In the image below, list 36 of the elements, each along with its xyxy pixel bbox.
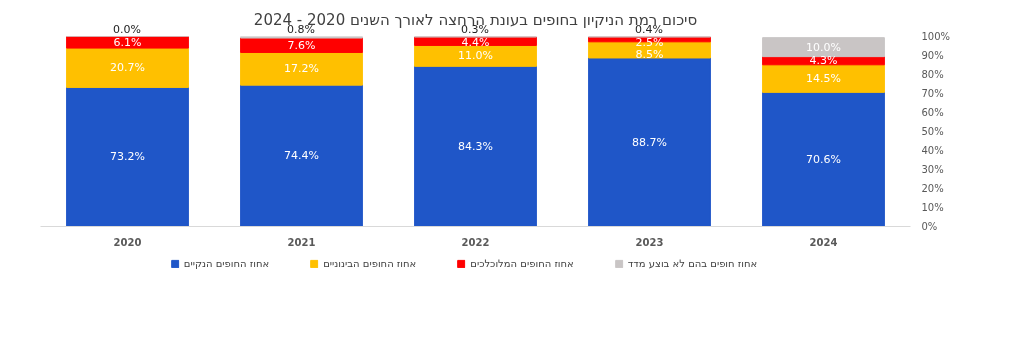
data-label: 88.7% [632,135,667,149]
y-tick-label: 10% [921,202,944,213]
data-label: 11.0% [458,49,493,63]
y-tick-label: 60% [921,107,944,118]
legend-label: אחוז החופים הנקיים [183,257,270,269]
legend-label: אחוז החופים הבינוניים [323,257,417,269]
data-label: 7.6% [287,38,316,52]
data-label: 4.3% [809,54,838,68]
y-tick-label: 30% [921,164,944,175]
data-label: 4.4% [461,36,490,49]
data-label: 84.3% [458,139,493,153]
legend-label: אחוז חופים בהם לא בוצע מדד [627,257,758,269]
y-tick-label: 50% [921,126,944,137]
x-tick-label: 2022 [461,236,490,248]
data-label: 20.7% [110,61,145,75]
data-label: 14.5% [806,72,841,86]
data-label: 10.0% [806,40,841,54]
x-tick-label: 2024 [809,236,838,248]
y-tick-label: 80% [921,69,944,80]
data-label: 73.2% [110,150,145,164]
y-tick-label: 100% [921,31,951,42]
legend-label: אחוז החופים המלוכלכים [470,257,574,269]
y-tick-label: 20% [921,183,944,194]
y-tick-label: 40% [921,145,944,156]
x-tick-label: 2020 [113,236,142,248]
y-tick-label: 0% [921,221,938,232]
x-tick-label: 2023 [635,236,664,248]
data-label: 8.5% [635,48,664,61]
data-label: 6.1% [113,36,142,49]
data-label: 70.6% [806,152,841,166]
data-label: 0.0% [113,23,141,36]
data-label: 74.4% [284,149,319,163]
x-tick-label: 2021 [287,236,316,248]
y-tick-label: 90% [921,50,944,61]
y-tick-label: 70% [921,88,944,99]
data-label: 17.2% [284,62,319,76]
